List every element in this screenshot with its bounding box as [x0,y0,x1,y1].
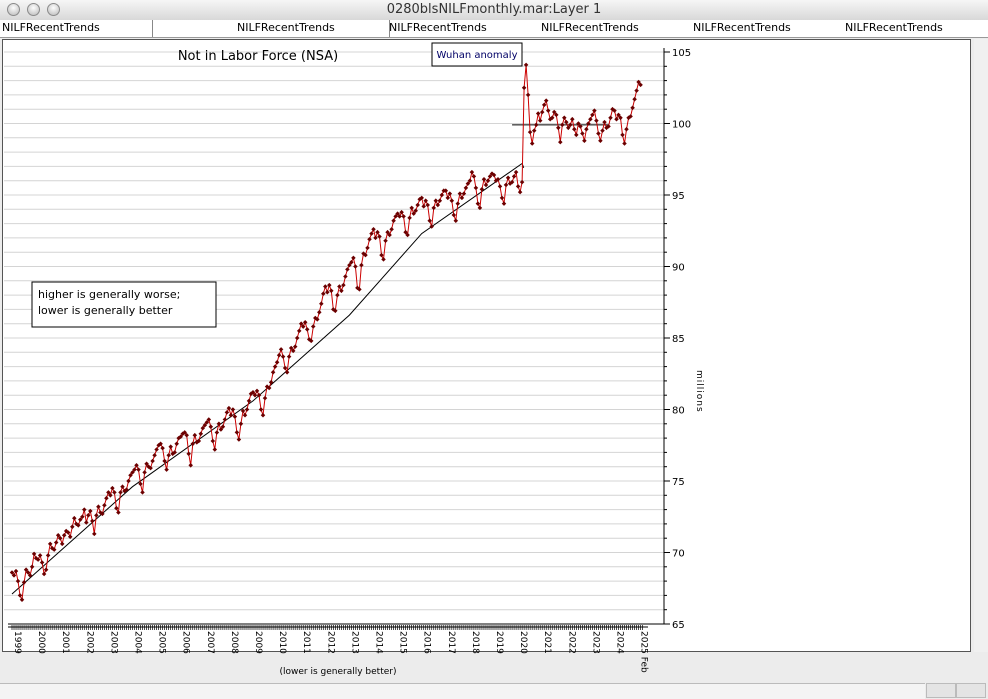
tab-nilf-recent-trends-5[interactable]: NILFRecentTrends [693,21,791,34]
vertical-scrollbar[interactable] [974,39,988,652]
close-window-icon[interactable] [7,3,20,16]
layer-tab-bar: NILFRecentTrends NILFRecentTrends NILFRe… [0,20,988,38]
tab-nilf-recent-trends-1[interactable]: NILFRecentTrends [2,21,100,34]
scroll-left-button[interactable] [926,683,956,698]
window-title: 0280blsNILFmonthly.mar:Layer 1 [386,2,602,17]
scroll-right-button[interactable] [956,683,986,698]
window-titlebar: 0280blsNILFmonthly.mar:Layer 1 [0,0,988,21]
horizontal-scrollbar[interactable] [0,683,925,699]
tab-separator [389,20,390,37]
tab-nilf-recent-trends-3[interactable]: NILFRecentTrends [389,21,487,34]
minimize-window-icon[interactable] [27,3,40,16]
tab-nilf-recent-trends-4[interactable]: NILFRecentTrends [541,21,639,34]
tab-nilf-recent-trends-6[interactable]: NILFRecentTrends [845,21,943,34]
tab-separator [152,20,153,37]
tab-nilf-recent-trends-2[interactable]: NILFRecentTrends [237,21,335,34]
plot-frame [2,39,971,652]
x-axis-label: (lower is generally better) [280,667,397,677]
zoom-window-icon[interactable] [47,3,60,16]
